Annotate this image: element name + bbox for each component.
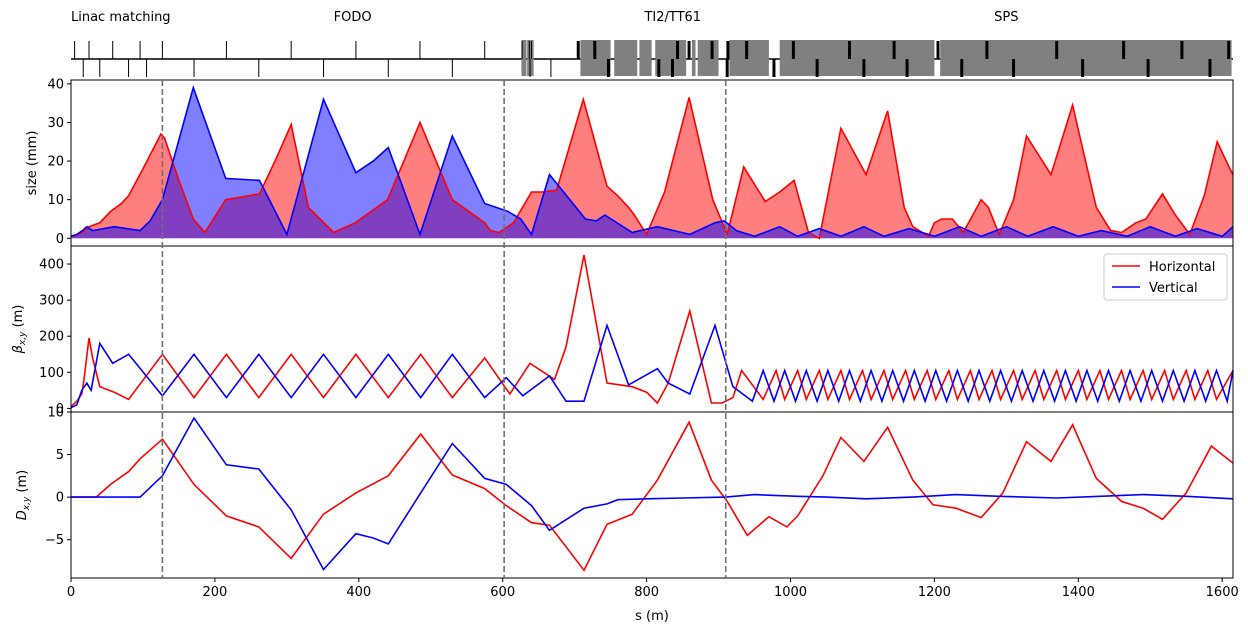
s-x-label: s (m) [635, 609, 669, 624]
dispersion-x-line [71, 420, 1234, 572]
dispersion-y-line [71, 416, 1234, 571]
section-boundary-lines [161, 80, 727, 578]
y-tick-label: −5 [45, 533, 64, 548]
dispersion-axes-frame [70, 411, 1234, 579]
dipole-block [527, 40, 534, 76]
vertical-size-area [71, 87, 1233, 239]
y-tick-label: 300 [39, 294, 64, 309]
size-y-label: size (mm) [25, 131, 40, 196]
y-tick-label: 200 [39, 330, 64, 345]
beta-y-axis: 0 100 200 300 400 [39, 258, 71, 417]
x-tick-label: 800 [634, 585, 659, 600]
beta-y-label: βx,y (m) [11, 305, 28, 355]
section-labels: Linac matching FODO TI2/TT61 SPS [71, 10, 1018, 25]
lattice-panel: Linac matching FODO TI2/TT61 SPS [71, 10, 1233, 77]
y-tick-label: 400 [39, 258, 64, 273]
y-tick-label: 0 [56, 491, 64, 506]
dipole-block [697, 40, 719, 76]
dispersion-plot [71, 416, 1234, 572]
x-tick-label: 400 [346, 585, 371, 600]
x-tick-label: 1000 [774, 585, 807, 600]
beta-y-line [70, 322, 1234, 409]
lattice-elements [71, 40, 1233, 77]
dipole-block [729, 40, 769, 76]
section-label: SPS [994, 10, 1018, 25]
vertical-size-line [70, 85, 1234, 238]
y-tick-label: 10 [47, 193, 64, 208]
beta-legend: Horizontal Vertical [1103, 253, 1228, 301]
x-tick-label: 600 [490, 585, 515, 600]
section-label: Linac matching [71, 10, 171, 25]
dipole-block [691, 40, 696, 76]
dispersion-y-axis: −5 0 5 10 [45, 406, 71, 548]
beta-axes-frame [70, 245, 1234, 413]
beta-panel: 0 100 200 300 400 βx,y (m) Horizontal Vertic… [11, 245, 1234, 417]
dispersion-panel: −5 0 5 10 0 200 400 600 800 1000 1200 1400 1600 Dx,… [15, 406, 1239, 625]
y-tick-label: 10 [47, 406, 64, 421]
legend-vertical-label: Vertical [1149, 281, 1198, 296]
dipole-block [521, 40, 527, 76]
x-tick-label: 200 [202, 585, 227, 600]
beta-x-line [70, 254, 1234, 408]
s-x-axis: 0 200 400 600 800 1000 1200 1400 1600 [67, 578, 1239, 600]
y-tick-label: 0 [56, 402, 64, 417]
dipole-block [779, 40, 935, 76]
beta-function-plot [70, 254, 1234, 409]
dipole-block [639, 40, 652, 76]
x-tick-label: 1400 [1062, 585, 1095, 600]
dispersion-y-label: Dx,y (m) [15, 470, 32, 520]
horizontal-size-line [70, 96, 1234, 240]
beam-size-panel: 0 10 20 30 40 size (mm) [25, 77, 1234, 247]
x-tick-label: 1200 [918, 585, 951, 600]
y-tick-label: 100 [39, 366, 64, 381]
dipole-block [655, 40, 687, 76]
y-tick-label: 20 [47, 155, 64, 170]
section-label: FODO [334, 10, 372, 25]
x-tick-label: 0 [67, 585, 75, 600]
y-tick-label: 40 [47, 77, 64, 92]
dipole-block [614, 40, 638, 76]
y-tick-label: 30 [47, 116, 64, 131]
dipole-block [940, 40, 1232, 76]
beam-size-plot [70, 85, 1234, 240]
x-tick-label: 1600 [1206, 585, 1239, 600]
size-y-axis: 0 10 20 30 40 [47, 77, 71, 247]
section-label: TI2/TT61 [643, 10, 701, 25]
legend-horizontal-label: Horizontal [1149, 260, 1215, 275]
y-tick-label: 5 [56, 448, 64, 463]
y-tick-label: 0 [56, 232, 64, 247]
